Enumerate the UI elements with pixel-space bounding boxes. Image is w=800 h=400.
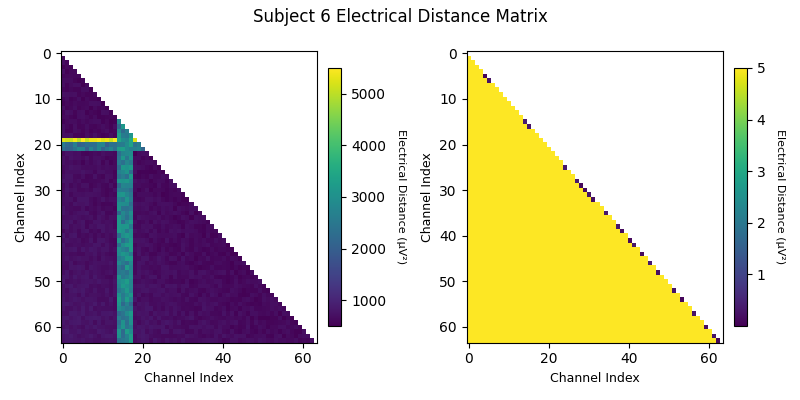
Y-axis label: Electrical Distance (μV²): Electrical Distance (μV²)	[775, 129, 785, 264]
X-axis label: Channel Index: Channel Index	[550, 372, 639, 385]
Text: Subject 6 Electrical Distance Matrix: Subject 6 Electrical Distance Matrix	[253, 8, 547, 26]
Y-axis label: Channel Index: Channel Index	[421, 152, 434, 242]
Y-axis label: Electrical Distance (μV²): Electrical Distance (μV²)	[396, 129, 406, 264]
X-axis label: Channel Index: Channel Index	[144, 372, 234, 385]
Y-axis label: Channel Index: Channel Index	[15, 152, 28, 242]
